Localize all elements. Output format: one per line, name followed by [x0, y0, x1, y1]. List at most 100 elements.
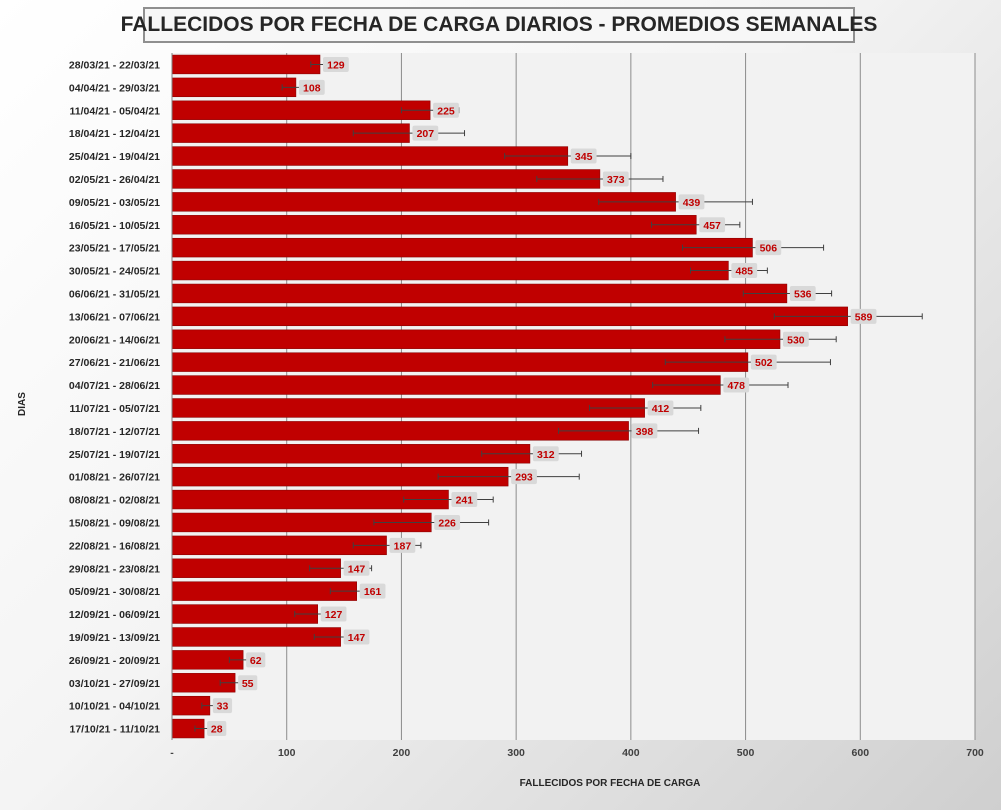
bar [171, 375, 721, 395]
bar [171, 398, 645, 418]
data-label-box [343, 560, 370, 576]
data-label: 439 [683, 197, 701, 209]
data-label: 226 [438, 517, 456, 529]
data-label: 536 [794, 288, 812, 300]
x-tick-label: 600 [852, 747, 870, 759]
y-tick-label: 18/04/21 - 12/04/21 [69, 128, 160, 140]
data-label: 129 [327, 59, 345, 71]
y-tick-label: 18/07/21 - 12/07/21 [69, 426, 160, 438]
data-label: 478 [727, 380, 745, 392]
y-tick-label: 11/07/21 - 05/07/21 [70, 403, 161, 415]
bars [171, 54, 848, 739]
data-label-box [602, 171, 629, 187]
y-tick-label: 22/08/21 - 16/08/21 [69, 540, 160, 552]
y-tick-label: 23/05/21 - 17/05/21 [69, 243, 160, 255]
y-tick-label: 08/08/21 - 02/08/21 [69, 495, 160, 507]
data-label-box [731, 263, 758, 279]
data-label-box [212, 698, 233, 714]
data-label-box [850, 308, 877, 324]
x-tick-label: 100 [278, 747, 296, 759]
data-label: 293 [515, 472, 533, 484]
data-label-box [433, 102, 459, 118]
x-tick-label: - [170, 747, 174, 759]
bar [171, 54, 321, 75]
y-axis-title: DIAS [17, 392, 28, 416]
bar [171, 215, 697, 235]
data-label-box [631, 423, 658, 439]
y-tick-label: 17/10/21 - 11/10/21 [70, 724, 161, 736]
data-label: 485 [735, 266, 753, 278]
y-tick-label: 01/08/21 - 26/07/21 [69, 472, 160, 484]
y-tick-label: 27/06/21 - 21/06/21 [69, 357, 160, 369]
y-tick-label: 04/07/21 - 28/06/21 [69, 380, 160, 392]
data-label: 108 [303, 82, 321, 94]
data-label-box [359, 583, 386, 599]
y-tick-label: 02/05/21 - 26/04/21 [69, 174, 160, 186]
data-label: 147 [348, 563, 366, 575]
data-label-box [755, 240, 782, 256]
data-label: 127 [325, 609, 343, 621]
y-tick-label: 05/09/21 - 30/08/21 [69, 586, 160, 598]
bar [171, 352, 749, 372]
data-label: 225 [437, 105, 455, 117]
data-label-box [298, 79, 325, 95]
y-tick-label: 11/04/21 - 05/04/21 [70, 105, 161, 117]
y-tick-label: 10/10/21 - 04/10/21 [69, 701, 160, 713]
data-label: 506 [760, 243, 778, 255]
data-label: 312 [537, 449, 555, 461]
data-label: 530 [787, 334, 805, 346]
data-label-box [511, 469, 537, 485]
x-tick-label: 700 [966, 747, 984, 759]
y-tick-label: 03/10/21 - 27/09/21 [69, 678, 160, 690]
data-label: 62 [250, 655, 262, 667]
x-tick-labels: - 100 200 300 400 500 600 700 [170, 747, 984, 759]
y-tick-label: 06/06/21 - 31/05/21 [69, 288, 160, 300]
y-tick-label: 28/03/21 - 22/03/21 [69, 59, 160, 71]
y-tick-label: 15/08/21 - 09/08/21 [69, 517, 160, 529]
y-tick-label: 16/05/21 - 10/05/21 [69, 220, 160, 232]
y-tick-label: 13/06/21 - 07/06/21 [69, 311, 160, 323]
bar [171, 283, 788, 304]
data-label: 187 [394, 540, 412, 552]
data-label-box [789, 285, 816, 301]
data-label-box [389, 537, 416, 553]
bar [171, 306, 848, 327]
data-label: 502 [755, 357, 773, 369]
bar [171, 169, 601, 189]
data-label: 55 [242, 678, 254, 690]
data-label-box [532, 446, 559, 462]
data-label: 161 [364, 586, 382, 598]
y-tick-label: 20/06/21 - 14/06/21 [69, 334, 160, 346]
data-label-box [322, 56, 349, 72]
y-tick-labels: 28/03/21 - 22/03/21 04/04/21 - 29/03/21 11… [69, 59, 160, 735]
y-tick-label: 09/05/21 - 03/05/21 [69, 197, 160, 209]
data-label: 33 [217, 701, 229, 713]
y-tick-label: 25/04/21 - 19/04/21 [69, 151, 160, 163]
x-tick-label: 200 [393, 747, 411, 759]
x-tick-label: 300 [507, 747, 525, 759]
data-label: 207 [417, 128, 435, 140]
data-label-box [207, 721, 227, 737]
data-label-box [570, 148, 597, 164]
data-label: 345 [575, 151, 593, 163]
y-tick-label: 12/09/21 - 06/09/21 [69, 609, 160, 621]
y-tick-label: 25/07/21 - 19/07/21 [69, 449, 160, 461]
bar [171, 329, 781, 349]
data-label-box [238, 675, 258, 691]
x-tick-label: 500 [737, 747, 755, 759]
y-tick-label: 26/09/21 - 20/09/21 [69, 655, 160, 667]
data-label: 457 [703, 220, 721, 232]
plot-area [172, 53, 975, 740]
chart-title: FALLECIDOS POR FECHA DE CARGA DIARIOS - … [121, 7, 877, 43]
data-label-box [320, 606, 347, 622]
data-label-box [750, 354, 777, 370]
data-label: 28 [211, 724, 223, 736]
data-label-box [246, 652, 266, 668]
data-label: 241 [456, 495, 474, 507]
bar [171, 237, 753, 258]
bar [171, 444, 531, 464]
data-label: 147 [348, 632, 366, 644]
grid-lines [286, 53, 976, 740]
